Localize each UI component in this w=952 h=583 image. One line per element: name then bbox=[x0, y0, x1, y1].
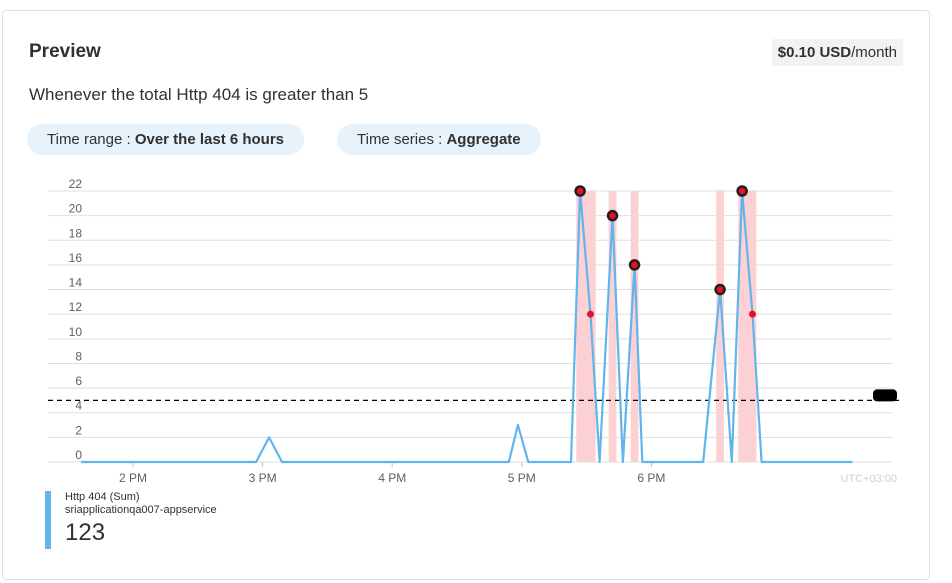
y-tick-label: 4 bbox=[75, 399, 82, 413]
preview-title: Preview bbox=[29, 41, 101, 62]
x-tick-label: 6 PM bbox=[637, 471, 665, 485]
http-404-chart: 0 2 4 6 8 10 12 14 16 18 20 22 2 PM 3 PM 4 PM 5 PM 6 PM U… bbox=[48, 177, 901, 485]
breach-point bbox=[748, 310, 756, 318]
cost-amount: $0.10 USD bbox=[777, 44, 852, 61]
y-tick-label: 16 bbox=[69, 251, 83, 265]
alert-point bbox=[606, 209, 619, 222]
y-tick-label: 12 bbox=[69, 300, 83, 314]
cost-unit: /month bbox=[851, 44, 897, 61]
y-tick-label: 8 bbox=[75, 349, 82, 363]
legend-total-value: 123 bbox=[65, 519, 106, 546]
legend-series-name: Http 404 (Sum) bbox=[65, 491, 140, 503]
y-tick-label: 10 bbox=[69, 325, 83, 339]
y-tick-label: 18 bbox=[69, 226, 83, 240]
y-tick-label: 0 bbox=[75, 448, 82, 462]
chart-legend[interactable]: Http 404 (Sum) sriapplicationqa007-appse… bbox=[45, 491, 217, 549]
alert-point bbox=[628, 259, 641, 271]
breach-point bbox=[586, 310, 594, 318]
y-tick-label: 2 bbox=[75, 423, 82, 437]
time-range-pill[interactable]: Time range : Over the last 6 hours bbox=[27, 124, 305, 155]
alert-condition-text: Whenever the total Http 404 is greater t… bbox=[29, 85, 369, 104]
alert-band bbox=[608, 191, 617, 462]
alert-band bbox=[716, 191, 724, 462]
series-line bbox=[81, 189, 853, 464]
y-tick-label: 6 bbox=[75, 374, 82, 388]
alert-band bbox=[630, 191, 639, 462]
y-tick-label: 14 bbox=[69, 276, 83, 290]
alert-point bbox=[736, 185, 748, 197]
preview-card: Preview $0.10 USD/month Whenever the tot… bbox=[2, 10, 930, 580]
x-tick-label: 5 PM bbox=[508, 471, 536, 485]
x-tick-label: 2 PM bbox=[119, 471, 147, 485]
threshold-handle bbox=[873, 389, 897, 402]
time-range-label: Time range : bbox=[47, 131, 135, 148]
y-tick-label: 22 bbox=[69, 177, 83, 191]
alert-point bbox=[714, 283, 726, 296]
cost-badge: $0.10 USD/month bbox=[771, 39, 903, 66]
legend-resource-name: sriapplicationqa007-appservice bbox=[65, 504, 217, 516]
timezone-label: UTC+03:00 bbox=[840, 473, 897, 485]
x-tick-label: 3 PM bbox=[249, 471, 277, 485]
alert-band bbox=[738, 191, 757, 462]
y-tick-label: 20 bbox=[69, 202, 83, 216]
x-tick-label: 4 PM bbox=[378, 471, 406, 485]
time-series-pill[interactable]: Time series : Aggregate bbox=[337, 124, 541, 155]
time-range-value: Over the last 6 hours bbox=[134, 131, 285, 148]
time-series-label: Time series : bbox=[357, 131, 447, 148]
time-series-value: Aggregate bbox=[446, 131, 521, 148]
alert-band bbox=[576, 191, 596, 462]
alert-point bbox=[574, 185, 586, 197]
